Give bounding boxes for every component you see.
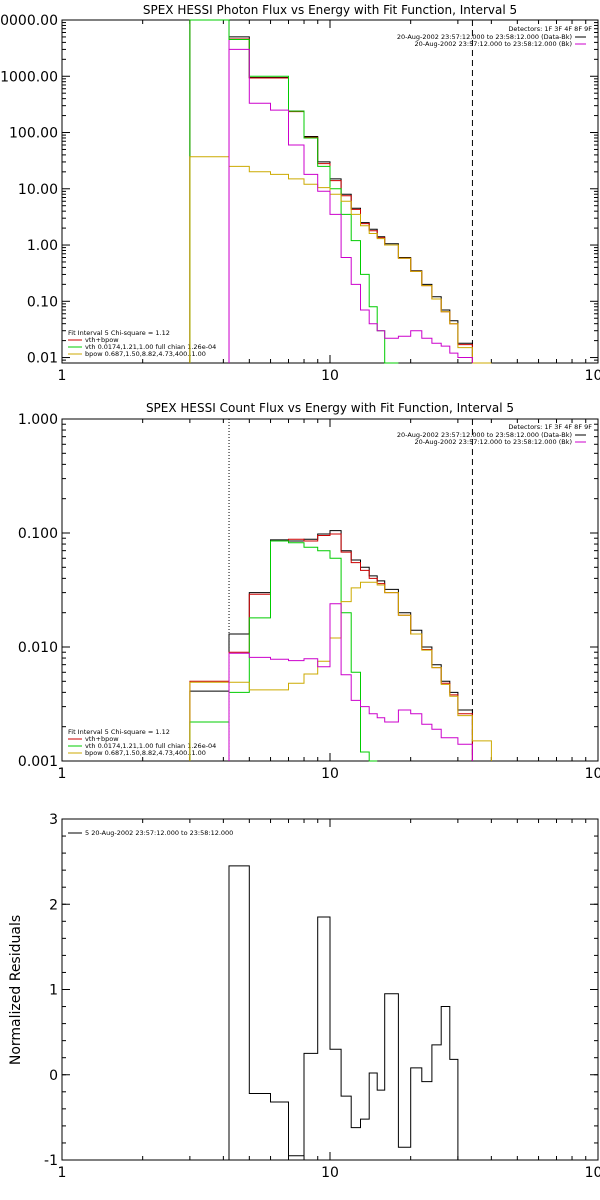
residuals-panel: Normalized Residuals 5 20-Aug-2002 23:57…: [8, 812, 600, 1181]
photon-fit-legend: Fit Interval 5 Chi-square = 1.12 vth+bpo…: [68, 329, 216, 358]
count-series-0-histogram: [189, 530, 473, 761]
count-x-tick-label: 100: [585, 766, 600, 782]
photon-x-tick-label: 10: [321, 368, 339, 384]
photon-series-2-histogram: [189, 19, 399, 364]
residuals-legend: 5 20-Aug-2002 23:57:12.000 to 23:58:12.0…: [68, 829, 233, 837]
photon-y-tick-label: 0.10: [27, 294, 58, 310]
photon-time-legend: 20-Aug-2002 23:57:12.000 to 23:58:12.000…: [397, 33, 586, 48]
residuals-series-0-histogram: [228, 865, 473, 1161]
count-fit-legend-1: vth+bpow: [85, 735, 119, 743]
photon-y-tick-label: 0.01: [27, 351, 58, 367]
residuals-x-tick-label: 100: [585, 1165, 600, 1181]
count-fit-legend-3: bpow 0.687,1.50,8.82,4.73,400.,1.00: [85, 749, 206, 757]
photon-fit-legend-2: vth 0.0174,1.21,1.00 full chian 1.26e-04: [85, 343, 216, 351]
count-series-3-histogram: [189, 581, 492, 761]
count-series-4-histogram: [228, 603, 473, 761]
count-fit-legend-2: vth 0.0174,1.21,1.00 full chian 1.26e-04: [85, 742, 216, 750]
count-y-tick-label: 0.001: [18, 754, 58, 770]
photon-x-tick-label: 100: [585, 368, 600, 384]
photon-y-tick-label: 100.00: [9, 126, 58, 142]
residuals-x-tick-label: 1: [58, 1165, 67, 1181]
count-detectors-label: Detectors: 1F 3F 4F 8F 9F: [508, 423, 592, 431]
photon-detectors-label: Detectors: 1F 3F 4F 8F 9F: [508, 25, 592, 33]
count-x-tick-label: 10: [321, 766, 339, 782]
photon-fit-legend-1: vth+bpow: [85, 336, 119, 344]
photon-x-tick-label: 1: [58, 368, 67, 384]
photon-y-tick-label: 10.00: [18, 182, 58, 198]
count-flux-panel: SPEX HESSI Count Flux vs Energy with Fit…: [18, 401, 600, 782]
count-flux-plot-frame: [61, 418, 599, 762]
photon-time-legend-bk: 20-Aug-2002 23:57:12.000 to 23:58:12.000…: [415, 40, 572, 48]
residuals-y-tick-label: 2: [49, 897, 58, 913]
photon-y-tick-label: 1000.00: [0, 69, 58, 85]
count-x-tick-label: 1: [58, 766, 67, 782]
count-time-legend-data: 20-Aug-2002 23:57:12.000 to 23:58:12.000…: [397, 431, 572, 439]
count-fit-legend: Fit Interval 5 Chi-square = 1.12 vth+bpo…: [68, 728, 216, 757]
residuals-x-tick-label: 10: [321, 1165, 339, 1181]
count-time-legend: 20-Aug-2002 23:57:12.000 to 23:58:12.000…: [397, 431, 586, 446]
photon-series-0-histogram: [189, 19, 473, 363]
photon-flux-panel: SPEX HESSI Photon Flux vs Energy with Fi…: [0, 3, 600, 384]
photon-series-4-histogram: [228, 48, 473, 363]
photon-series-1-histogram: [189, 19, 473, 363]
residuals-y-tick-label: 1: [49, 983, 58, 999]
residuals-y-axis-label: Normalized Residuals: [8, 915, 24, 1065]
count-y-tick-label: 0.100: [18, 526, 58, 542]
count-flux-title: SPEX HESSI Count Flux vs Energy with Fit…: [146, 401, 514, 415]
count-time-legend-bk: 20-Aug-2002 23:57:12.000 to 23:58:12.000…: [415, 438, 572, 446]
count-y-tick-label: 1.000: [18, 412, 58, 428]
photon-fit-legend-3: bpow 0.687,1.50,8.82,4.73,400.,1.00: [85, 350, 206, 358]
residuals-y-tick-label: 0: [49, 1068, 58, 1084]
photon-fit-legend-title: Fit Interval 5 Chi-square = 1.12: [68, 329, 170, 337]
photon-series-3-histogram: [189, 156, 492, 364]
residuals-y-tick-label: 3: [49, 812, 58, 828]
residuals-y-tick-label: -1: [44, 1153, 58, 1169]
photon-y-tick-label: 1.00: [27, 238, 58, 254]
photon-time-legend-data: 20-Aug-2002 23:57:12.000 to 23:58:12.000…: [397, 33, 572, 41]
count-series-2-histogram: [189, 540, 378, 762]
photon-flux-title: SPEX HESSI Photon Flux vs Energy with Fi…: [143, 3, 517, 17]
residuals-legend-label: 5 20-Aug-2002 23:57:12.000 to 23:58:12.0…: [85, 829, 233, 837]
count-y-tick-label: 0.010: [18, 640, 58, 656]
count-fit-legend-title: Fit Interval 5 Chi-square = 1.12: [68, 728, 170, 736]
